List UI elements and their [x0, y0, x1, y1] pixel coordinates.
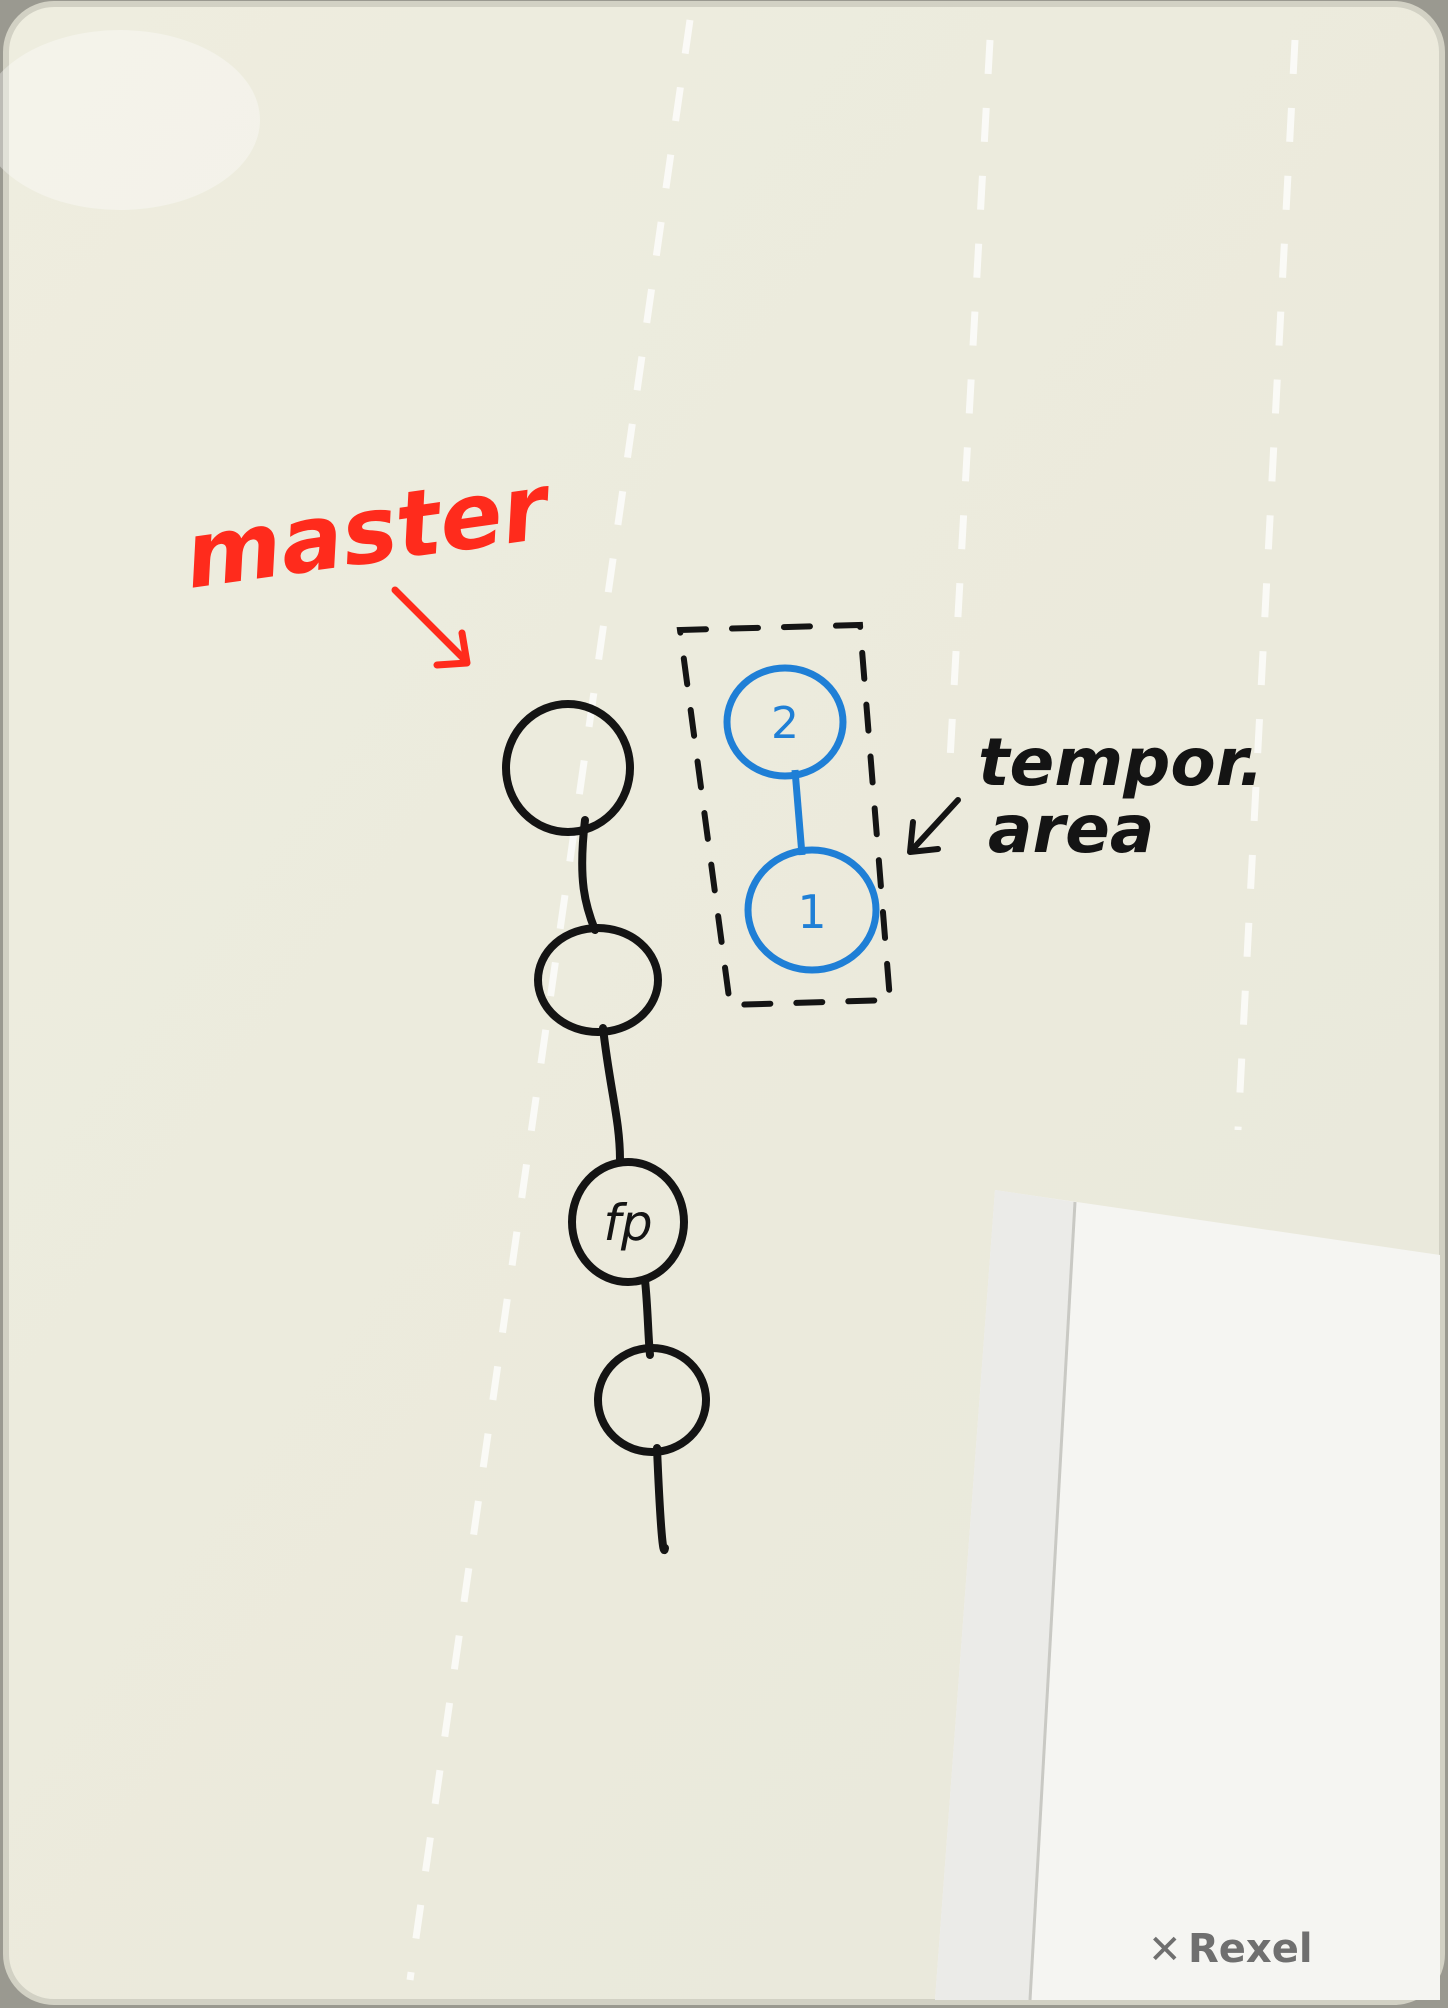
brand-icon: ✕: [1148, 1927, 1182, 1973]
temporary-area-label-line2: area: [988, 791, 1154, 868]
temporary-node-1: [744, 846, 880, 974]
temporary-node-2: [723, 664, 847, 780]
commit-node-4: [594, 1344, 710, 1456]
main-branch-chain: [502, 700, 710, 1554]
commit-node-fp: [568, 1158, 688, 1286]
board-reflections: [406, 19, 1299, 1981]
master-arrow: [391, 586, 469, 664]
chain-link-1: [578, 816, 599, 934]
brand-text: Rexel: [1188, 1926, 1313, 1972]
chain-tail: [653, 1444, 669, 1554]
temporary-area-arrow-head: [907, 819, 941, 855]
light-glare: [0, 30, 260, 210]
temporary-node-1-label: 1: [797, 885, 826, 939]
chain-link-3: [641, 1276, 654, 1359]
master-arrow-head: [433, 629, 471, 669]
commit-node-1: [502, 700, 634, 836]
temporary-area-label-line1: tempor.: [978, 724, 1264, 801]
commit-node-fp-label: fp: [603, 1194, 652, 1252]
commit-node-2: [534, 924, 662, 1036]
chain-link-2: [599, 1024, 624, 1164]
rexel-logo: ✕ Rexel: [1148, 1926, 1313, 1973]
temporary-area-arrow: [909, 797, 961, 853]
paper-sheet: [935, 1190, 1440, 2001]
temporary-chain: [723, 664, 880, 974]
temporary-link: [791, 769, 806, 856]
temporary-node-2-label: 2: [771, 698, 799, 749]
temporary-area-box: [676, 621, 894, 1009]
